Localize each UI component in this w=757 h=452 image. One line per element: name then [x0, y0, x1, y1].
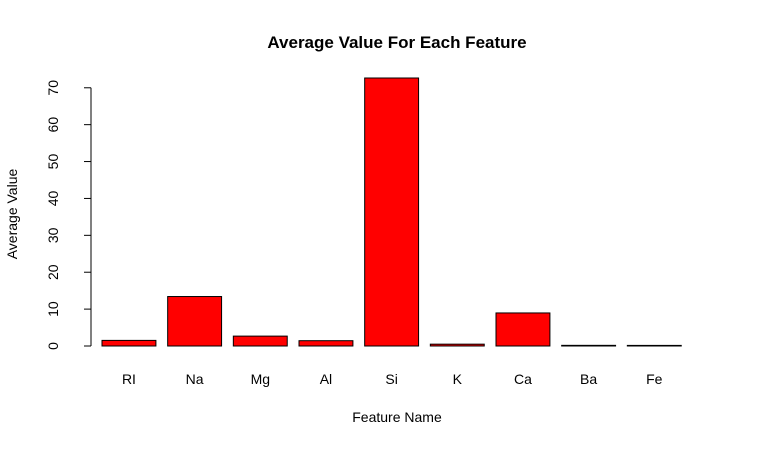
- y-tick-label-10: 10: [45, 301, 61, 317]
- x-tick-label-ca: Ca: [514, 371, 532, 387]
- y-tick-label-0: 0: [45, 342, 61, 350]
- bar-ca: [495, 312, 551, 347]
- bar-fe: [626, 344, 682, 347]
- bar-ba: [561, 344, 617, 347]
- bar-k: [429, 343, 485, 347]
- y-axis-label: Average Value: [4, 169, 20, 260]
- x-tick-label-al: Al: [320, 371, 332, 387]
- y-axis: 0 10 20 30 40 50 60 70: [45, 80, 92, 350]
- x-tick-label-mg: Mg: [251, 371, 270, 387]
- y-tick-label-70: 70: [45, 80, 61, 96]
- x-axis-label: Feature Name: [352, 409, 442, 425]
- x-tick-label-fe: Fe: [646, 371, 663, 387]
- x-tick-label-si: Si: [385, 371, 397, 387]
- x-tick-label-ri: RI: [122, 371, 136, 387]
- x-tick-label-na: Na: [186, 371, 204, 387]
- bar-ri: [101, 339, 157, 347]
- bars-group: [101, 77, 682, 347]
- bar-al: [298, 340, 354, 347]
- y-tick-label-30: 30: [45, 227, 61, 243]
- bar-si: [364, 77, 420, 347]
- y-tick-label-50: 50: [45, 154, 61, 170]
- x-tick-label-ba: Ba: [580, 371, 597, 387]
- y-tick-label-20: 20: [45, 264, 61, 280]
- y-tick-label-60: 60: [45, 117, 61, 133]
- y-tick-label-40: 40: [45, 190, 61, 206]
- chart-title: Average Value For Each Feature: [267, 33, 526, 52]
- bar-na: [167, 296, 223, 347]
- x-tick-label-k: K: [453, 371, 463, 387]
- bar-mg: [232, 335, 288, 347]
- x-tick-labels: RI Na Mg Al Si K Ca Ba Fe: [122, 371, 663, 387]
